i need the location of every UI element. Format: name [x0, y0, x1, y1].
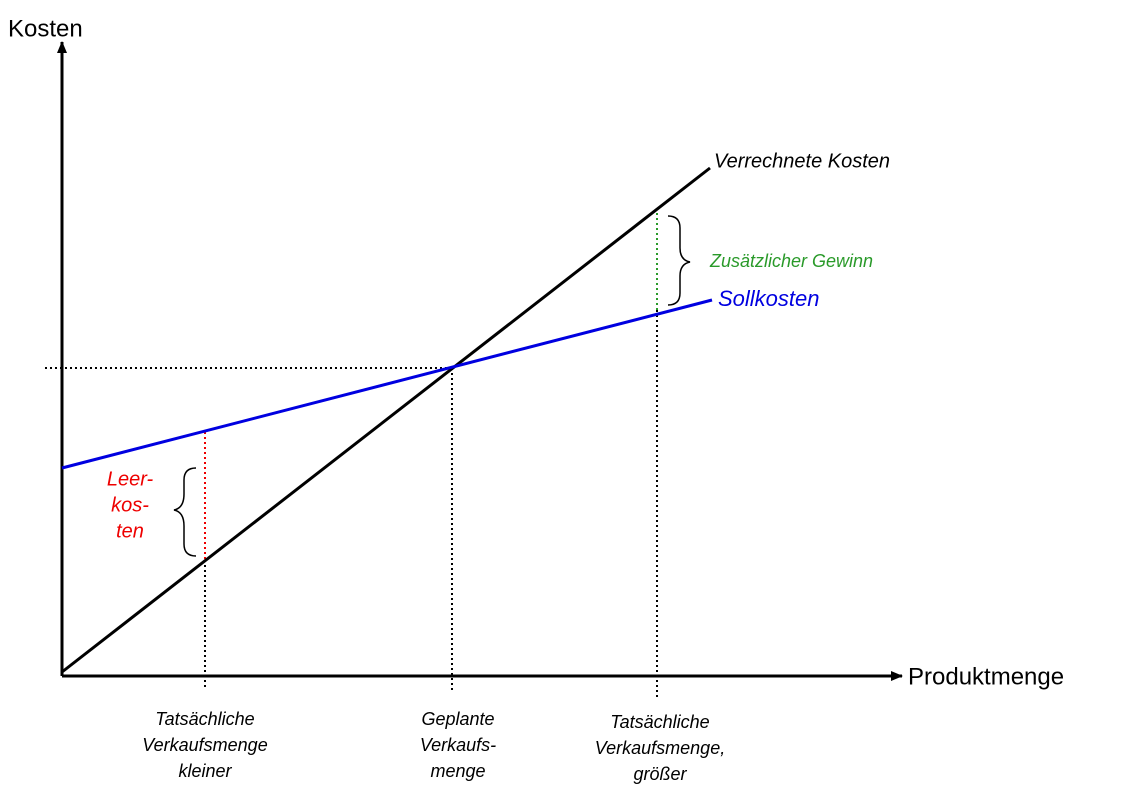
line-label: Verrechnete Kosten: [714, 150, 890, 172]
x-label: Geplante: [421, 709, 494, 729]
x-label: menge: [430, 761, 485, 781]
y-axis-label: Kosten: [8, 15, 83, 42]
x-label: Verkaufs-: [420, 735, 496, 755]
x-label: größer: [633, 764, 687, 784]
brace-left: [173, 467, 197, 557]
x-label: Verkaufsmenge: [142, 735, 267, 755]
x-axis-label: Produktmenge: [908, 663, 1064, 690]
gain-label: Zusätzlicher Gewinn: [709, 251, 873, 271]
line-allocated: [61, 166, 711, 674]
idle-label: kos-: [111, 494, 149, 516]
line-label: Sollkosten: [718, 286, 820, 311]
idle-label: ten: [116, 520, 144, 542]
line-target: [61, 298, 713, 470]
brace-right: [667, 215, 691, 306]
idle-label: Leer-: [107, 468, 154, 490]
x-label: Tatsächliche: [610, 712, 709, 732]
x-label: Verkaufsmenge,: [595, 738, 725, 758]
x-label: kleiner: [178, 761, 232, 781]
x-label: Tatsächliche: [155, 709, 254, 729]
